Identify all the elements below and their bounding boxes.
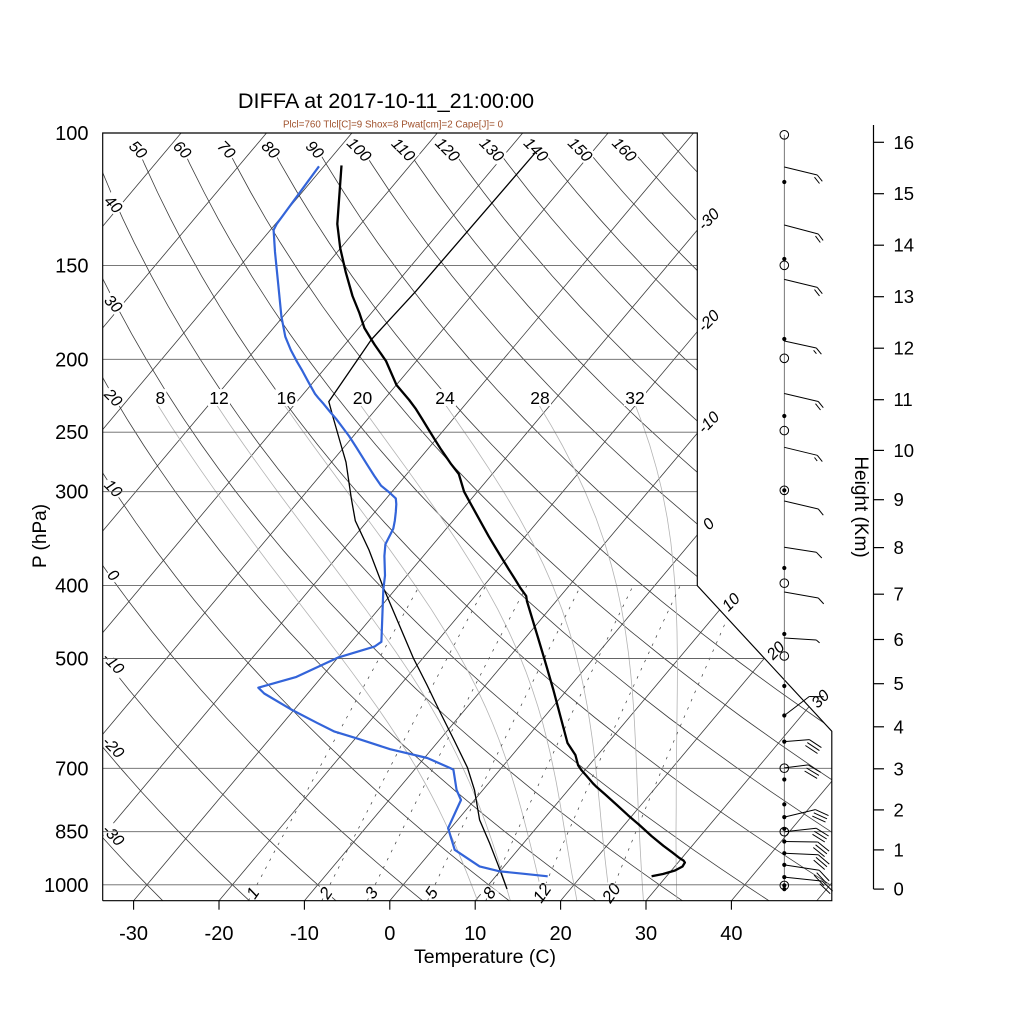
svg-text:4: 4: [894, 716, 904, 737]
svg-text:24: 24: [435, 388, 455, 408]
svg-text:Temperature (C): Temperature (C): [414, 946, 556, 968]
svg-text:500: 500: [55, 649, 88, 671]
svg-text:8: 8: [155, 388, 165, 408]
svg-text:10: 10: [464, 923, 486, 945]
svg-text:30: 30: [635, 923, 657, 945]
svg-text:-10: -10: [290, 923, 319, 945]
svg-text:5: 5: [894, 673, 904, 694]
svg-text:16: 16: [277, 388, 296, 408]
svg-text:P (hPa): P (hPa): [30, 504, 51, 568]
svg-text:9: 9: [894, 489, 904, 510]
svg-text:8: 8: [894, 537, 904, 558]
svg-text:200: 200: [55, 349, 88, 371]
svg-text:13: 13: [894, 286, 915, 307]
svg-text:11: 11: [894, 389, 913, 410]
svg-text:15: 15: [894, 183, 915, 204]
svg-text:1000: 1000: [44, 875, 89, 897]
svg-text:0: 0: [384, 923, 395, 945]
svg-text:16: 16: [894, 132, 915, 153]
svg-text:150: 150: [55, 255, 88, 277]
svg-text:20: 20: [549, 923, 571, 945]
svg-text:6: 6: [894, 629, 904, 650]
svg-text:12: 12: [894, 338, 915, 359]
svg-text:-30: -30: [119, 923, 148, 945]
svg-text:7: 7: [894, 584, 904, 605]
svg-text:300: 300: [55, 482, 88, 504]
svg-text:2: 2: [894, 799, 904, 820]
svg-text:250: 250: [55, 422, 88, 444]
svg-text:Plcl=760 Tlcl[C]=9 Shox=8 Pwat: Plcl=760 Tlcl[C]=9 Shox=8 Pwat[cm]=2 Cap…: [283, 120, 504, 131]
svg-text:40: 40: [720, 923, 742, 945]
svg-text:DIFFA at 2017-10-11_21:00:00: DIFFA at 2017-10-11_21:00:00: [238, 88, 534, 113]
svg-text:Height (Km): Height (Km): [850, 456, 871, 557]
svg-text:10: 10: [894, 440, 915, 461]
svg-text:-20: -20: [205, 923, 234, 945]
svg-text:3: 3: [894, 758, 904, 779]
svg-text:12: 12: [209, 388, 228, 408]
svg-text:100: 100: [55, 123, 88, 145]
svg-text:32: 32: [625, 388, 644, 408]
svg-text:28: 28: [530, 388, 549, 408]
svg-text:0: 0: [894, 879, 904, 900]
svg-text:1: 1: [894, 839, 904, 860]
svg-text:400: 400: [55, 576, 88, 598]
svg-text:700: 700: [55, 758, 88, 780]
svg-text:20: 20: [353, 388, 373, 408]
svg-text:14: 14: [894, 235, 915, 256]
svg-text:850: 850: [55, 822, 88, 844]
